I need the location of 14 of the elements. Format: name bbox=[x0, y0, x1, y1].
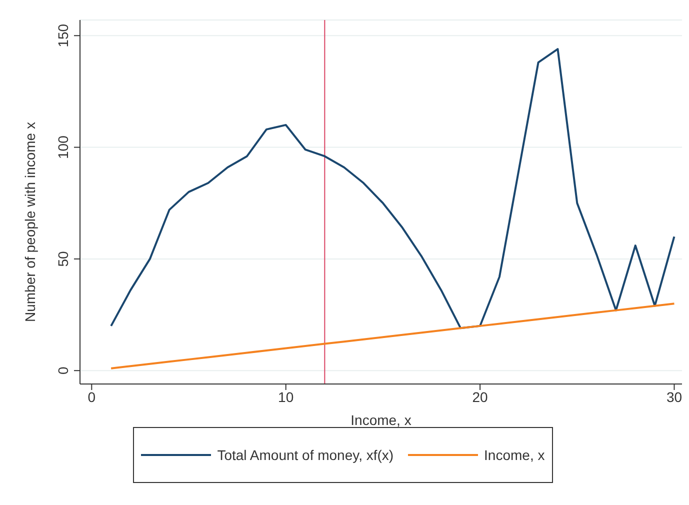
x-tick-label: 0 bbox=[88, 388, 96, 405]
y-tick-label: 0 bbox=[55, 366, 71, 374]
x-tick-label: 20 bbox=[472, 388, 488, 405]
x-tick-label: 30 bbox=[666, 388, 682, 405]
y-tick-label: 150 bbox=[55, 24, 71, 48]
line-series bbox=[110, 302, 676, 370]
legend-label: Income, x bbox=[484, 447, 545, 463]
x-tick-label: 10 bbox=[278, 388, 294, 405]
x-axis-title: Income, x bbox=[350, 412, 412, 428]
y-tick-label: 100 bbox=[55, 135, 71, 159]
legend-label: Total Amount of money, xf(x) bbox=[217, 447, 394, 463]
y-tick-label: 50 bbox=[55, 250, 71, 267]
y-axis-title: Number of people with income x bbox=[22, 122, 38, 322]
line-series bbox=[110, 48, 676, 330]
